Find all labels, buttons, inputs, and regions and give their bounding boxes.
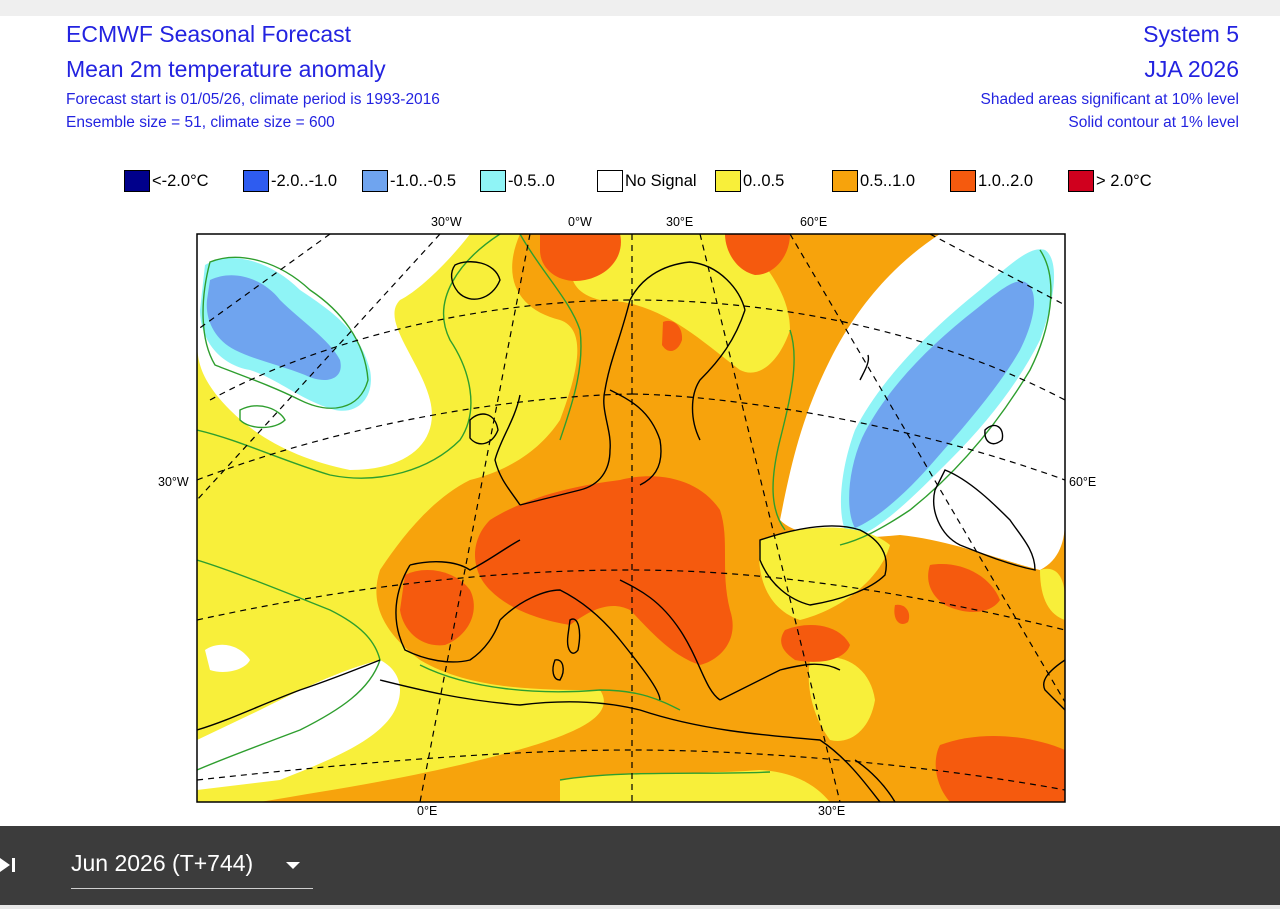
map-field bbox=[197, 234, 1065, 802]
legend-swatch bbox=[243, 170, 269, 192]
lon-label: 60°E bbox=[1069, 475, 1097, 489]
legend-label: -2.0..-1.0 bbox=[271, 171, 338, 190]
ensemble-info: Ensemble size = 51, climate size = 600 bbox=[66, 114, 335, 131]
system-label: System 5 bbox=[1143, 21, 1239, 47]
legend-label: > 2.0°C bbox=[1096, 171, 1152, 190]
significance-note: Shaded areas significant at 10% level bbox=[980, 91, 1240, 108]
warm-anomaly-region bbox=[540, 234, 621, 281]
anomaly-map bbox=[196, 233, 1066, 803]
warm-anomaly-region bbox=[935, 735, 1065, 802]
warm-anomaly-region bbox=[725, 234, 790, 275]
legend-swatch bbox=[480, 170, 506, 192]
legend-item: -2.0..-1.0 bbox=[243, 168, 337, 194]
skip-to-end-button[interactable] bbox=[0, 852, 22, 878]
legend-swatch bbox=[832, 170, 858, 192]
lon-label: 0°W bbox=[568, 215, 592, 229]
legend-item: 0..0.5 bbox=[715, 168, 784, 194]
warm-anomaly-region bbox=[400, 570, 474, 646]
legend-swatch bbox=[950, 170, 976, 192]
season-label: JJA 2026 bbox=[1144, 56, 1239, 82]
yellow-region bbox=[560, 770, 830, 802]
legend-item: <-2.0°C bbox=[124, 168, 209, 194]
legend-item: 0.5..1.0 bbox=[832, 168, 915, 194]
yellow-region bbox=[571, 234, 790, 373]
legend-item: 1.0..2.0 bbox=[950, 168, 1033, 194]
legend-item: -1.0..-0.5 bbox=[362, 168, 456, 194]
legend-swatch bbox=[124, 170, 150, 192]
legend-swatch bbox=[362, 170, 388, 192]
legend-item: -0.5..0 bbox=[480, 168, 555, 194]
legend-item: No Signal bbox=[597, 168, 697, 194]
contour-note: Solid contour at 1% level bbox=[1068, 114, 1239, 131]
yellow-region bbox=[1040, 568, 1065, 620]
period-dropdown[interactable]: Jun 2026 (T+744) bbox=[71, 844, 313, 889]
legend-label: 0.5..1.0 bbox=[860, 171, 916, 190]
yellow-region bbox=[808, 656, 875, 741]
legend-label: 1.0..2.0 bbox=[978, 171, 1034, 190]
coastlines bbox=[197, 261, 1065, 802]
legend-label: <-2.0°C bbox=[152, 171, 209, 190]
legend-label: 0..0.5 bbox=[743, 171, 785, 190]
lon-label: 60°E bbox=[800, 215, 828, 229]
playback-bar: Jun 2026 (T+744) bbox=[0, 826, 1280, 905]
negative-anomaly-region bbox=[849, 281, 1035, 528]
forecast-info: Forecast start is 01/05/26, climate peri… bbox=[66, 91, 440, 108]
lon-label: 30°W bbox=[158, 475, 189, 489]
period-value: Jun 2026 (T+744) bbox=[71, 850, 254, 876]
no-signal-region bbox=[205, 644, 250, 672]
legend-swatch bbox=[597, 170, 623, 192]
graticule bbox=[197, 234, 1065, 802]
warm-anomaly-region bbox=[928, 564, 1000, 612]
lon-label: 30°E bbox=[666, 215, 694, 229]
legend-label: No Signal bbox=[625, 171, 697, 190]
legend-label: -1.0..-0.5 bbox=[390, 171, 457, 190]
map-frame bbox=[196, 233, 1066, 803]
legend-swatch bbox=[715, 170, 741, 192]
lon-label: 30°W bbox=[431, 215, 462, 229]
chevron-down-icon bbox=[286, 862, 300, 869]
legend-item: > 2.0°C bbox=[1068, 168, 1152, 194]
map-subtitle: Mean 2m temperature anomaly bbox=[66, 56, 386, 82]
legend: <-2.0°C -2.0..-1.0 -1.0..-0.5 -0.5..0 No… bbox=[0, 168, 1280, 194]
map-title: ECMWF Seasonal Forecast bbox=[66, 21, 352, 47]
legend-swatch bbox=[1068, 170, 1094, 192]
warm-anomaly-region bbox=[662, 320, 683, 352]
no-signal-region bbox=[197, 660, 400, 790]
legend-label: -0.5..0 bbox=[508, 171, 555, 190]
top-strip bbox=[0, 0, 1280, 16]
skip-to-end-icon bbox=[0, 858, 15, 872]
lon-label: 0°E bbox=[417, 804, 438, 818]
lon-label: 30°E bbox=[818, 804, 846, 818]
negative-anomaly-region bbox=[206, 275, 341, 380]
warm-anomaly-region bbox=[894, 604, 910, 625]
bottom-edge bbox=[0, 905, 1280, 909]
